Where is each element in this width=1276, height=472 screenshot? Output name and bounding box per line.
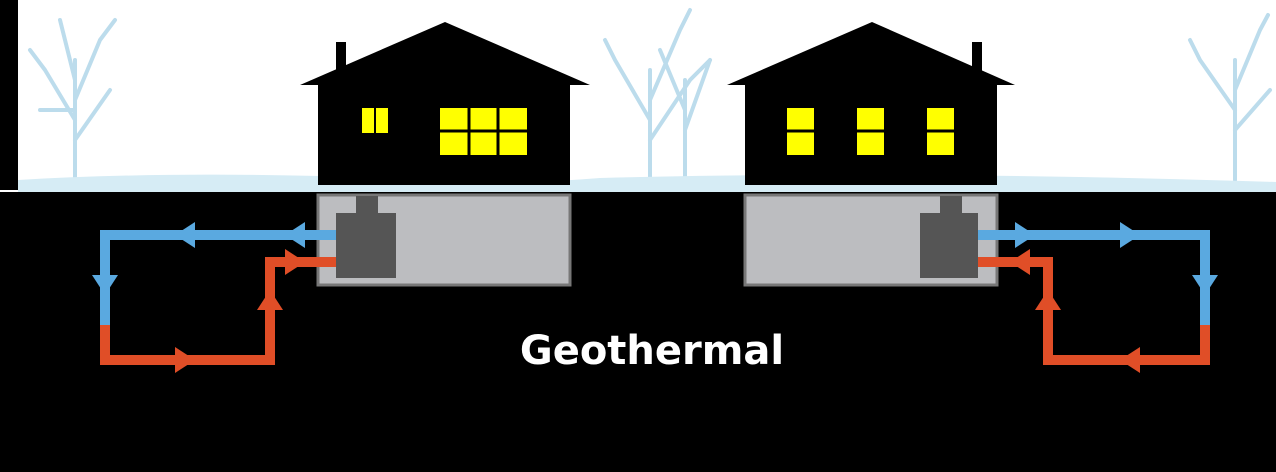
diagram-label: Geothermal [520,328,784,374]
house-right [727,22,1015,185]
left-border [0,0,18,190]
trees [28,8,1272,182]
house-left [300,22,590,185]
arrows [92,222,1218,373]
